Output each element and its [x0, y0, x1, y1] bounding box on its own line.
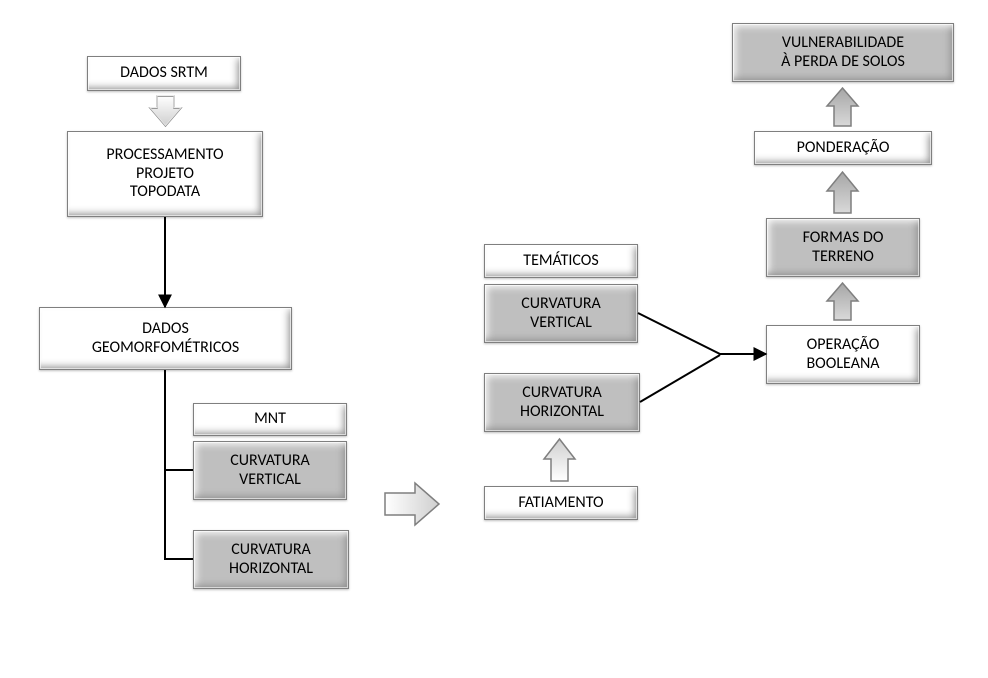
label: FORMAS DOTERRENO	[775, 229, 911, 266]
label: DADOSGEOMORFOMÉTRICOS	[48, 320, 283, 357]
label: OPERAÇÃOBOOLEANA	[775, 336, 911, 373]
node-mnt: MNT	[193, 403, 347, 436]
node-curv-vert-2: CURVATURAVERTICAL	[484, 284, 638, 343]
node-dados-srtm: DADOS SRTM	[87, 56, 241, 91]
line-geo-branch-v	[165, 370, 193, 470]
node-fatiamento: FATIAMENTO	[484, 486, 638, 520]
node-formas-terreno: FORMAS DOTERRENO	[766, 218, 920, 277]
line-geo-branch-h	[165, 470, 193, 559]
arrow-fati-ch2-icon	[542, 436, 577, 483]
line-ch2-to-op	[640, 355, 720, 402]
arrow-pond-vuln-icon	[825, 86, 860, 128]
label: MNT	[202, 410, 338, 428]
label: FATIAMENTO	[493, 494, 629, 512]
node-vulnerabilidade: VULNERABILIDADEÀ PERDA DE SOLOS	[732, 23, 954, 82]
label: PONDERAÇÃO	[763, 139, 923, 157]
label: TEMÁTICOS	[493, 252, 629, 270]
label: CURVATURAHORIZONTAL	[493, 384, 631, 421]
node-curv-horiz-1: CURVATURAHORIZONTAL	[193, 530, 349, 589]
arrow-op-formas-icon	[825, 281, 860, 322]
arrow-formas-pond-icon	[825, 170, 860, 215]
line-cv2-to-op	[638, 313, 766, 354]
node-tematicos: TEMÁTICOS	[484, 244, 638, 278]
label: DADOS SRTM	[96, 64, 232, 82]
label: PROCESSAMENTOPROJETOTOPODATA	[76, 146, 254, 201]
label: VULNERABILIDADEÀ PERDA DE SOLOS	[741, 34, 945, 71]
arrow-ch1-fati-icon	[382, 480, 442, 528]
label: CURVATURAHORIZONTAL	[202, 541, 340, 578]
label: CURVATURAVERTICAL	[493, 295, 629, 332]
flowchart: { "diagram": { "type": "flowchart", "bac…	[0, 0, 988, 678]
node-op-booleana: OPERAÇÃOBOOLEANA	[766, 325, 920, 384]
node-geomorfometricos: DADOSGEOMORFOMÉTRICOS	[39, 307, 292, 370]
node-processamento: PROCESSAMENTOPROJETOTOPODATA	[67, 131, 263, 217]
node-curv-vert-1: CURVATURAVERTICAL	[193, 441, 347, 500]
label: CURVATURAVERTICAL	[202, 452, 338, 489]
arrow-srtm-proc-icon	[148, 94, 183, 128]
node-ponderacao: PONDERAÇÃO	[754, 131, 932, 165]
node-curv-horiz-2: CURVATURAHORIZONTAL	[484, 373, 640, 432]
